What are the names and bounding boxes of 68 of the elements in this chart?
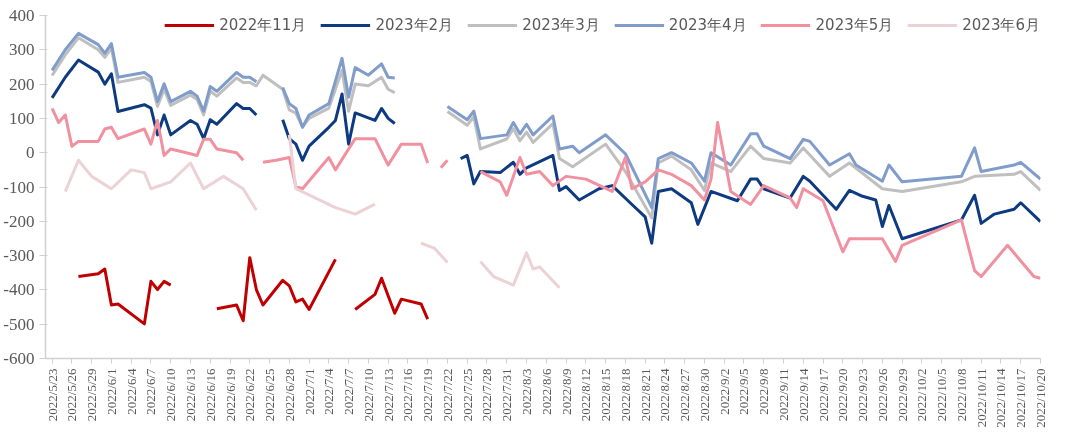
x-tick-label: 2022/8/15: [598, 368, 614, 422]
x-tick-label: 2022/5/23: [44, 368, 60, 422]
x-tick-label: 2022/8/9: [558, 368, 574, 415]
x-tick-label: 2022/9/8: [756, 368, 772, 415]
x-tick-label: 2022/9/20: [835, 368, 851, 422]
y-tick-label: 300: [9, 40, 35, 60]
y-tick-label: -600: [3, 349, 35, 368]
x-tick-label: 2022/7/31: [499, 368, 515, 422]
x-tick-label: 2022/9/2: [716, 368, 732, 415]
x-tick-label: 2022/7/7: [341, 368, 357, 415]
x-tick-label: 2022/9/29: [894, 368, 910, 422]
x-tick-label: 2022/7/16: [400, 368, 416, 422]
x-tick-label: 2022/7/22: [439, 368, 455, 422]
x-tick-label: 2022/10/5: [934, 368, 950, 422]
x-tick-label: 2022/10/11: [973, 368, 989, 428]
x-tick-label: 2022/10/20: [1033, 368, 1048, 428]
x-tick-label: 2022/8/6: [538, 368, 554, 415]
x-tick-label: 2022/9/14: [795, 368, 811, 422]
y-tick-label: 100: [9, 108, 35, 128]
x-tick-label: 2022/5/26: [64, 368, 80, 422]
x-tick-label: 2022/8/24: [657, 368, 673, 422]
x-tick-label: 2022/9/26: [874, 368, 890, 422]
x-tick-label: 2022/8/3: [519, 368, 535, 415]
x-tick-label: 2022/7/1: [301, 368, 317, 415]
x-tick-label: 2022/9/17: [815, 368, 831, 422]
x-tick-label: 2022/10/17: [1013, 368, 1029, 428]
x-tick-label: 2022/7/4: [321, 368, 337, 415]
x-tick-label: 2022/10/14: [993, 368, 1009, 428]
legend-label: 2023年2月: [375, 15, 454, 35]
x-tick-label: 2022/6/25: [262, 368, 278, 422]
x-tick-label: 2022/6/22: [242, 368, 258, 422]
x-tick-label: 2022/7/28: [479, 368, 495, 422]
legend-label: 2023年4月: [668, 15, 747, 35]
y-tick-label: 0: [26, 143, 35, 163]
x-tick-label: 2022/6/10: [163, 368, 179, 422]
x-tick-label: 2022/8/21: [637, 368, 653, 422]
y-tick-label: 200: [9, 74, 35, 94]
x-tick-label: 2022/7/13: [380, 368, 396, 422]
legend-label: 2023年5月: [815, 15, 894, 35]
y-tick-label: -100: [3, 177, 35, 197]
x-tick-label: 2022/7/10: [360, 368, 376, 422]
legend-label: 2022年11月: [219, 15, 307, 35]
x-tick-label: 2022/5/29: [84, 368, 100, 422]
x-tick-label: 2022/8/30: [696, 368, 712, 422]
x-tick-label: 2022/8/12: [578, 368, 594, 422]
x-tick-label: 2022/6/7: [143, 368, 159, 415]
x-tick-label: 2022/9/11: [776, 368, 792, 421]
x-tick-label: 2022/6/4: [123, 368, 139, 415]
y-tick-label: -300: [3, 246, 35, 266]
y-tick-label: 400: [9, 6, 35, 25]
x-tick-label: 2022/6/16: [202, 368, 218, 422]
x-tick-label: 2022/8/18: [617, 368, 633, 422]
y-tick-label: -200: [3, 211, 35, 231]
x-tick-label: 2022/7/19: [420, 368, 436, 422]
legend-label: 2023年6月: [962, 15, 1040, 35]
x-tick-label: 2022/6/13: [182, 368, 198, 422]
x-tick-label: 2022/10/8: [953, 368, 969, 422]
x-tick-label: 2022/9/23: [855, 368, 871, 422]
x-tick-label: 2022/6/28: [281, 368, 297, 422]
x-tick-label: 2022/9/5: [736, 368, 752, 415]
x-tick-label: 2022/10/2: [914, 368, 930, 422]
y-tick-label: -400: [3, 280, 35, 300]
legend-label: 2023年3月: [522, 15, 600, 35]
y-tick-label: -500: [3, 314, 35, 334]
x-tick-label: 2022/8/27: [677, 368, 693, 422]
x-tick-label: 2022/6/1: [103, 368, 119, 415]
x-tick-label: 2022/7/25: [459, 368, 475, 422]
x-tick-label: 2022/6/19: [222, 368, 238, 422]
